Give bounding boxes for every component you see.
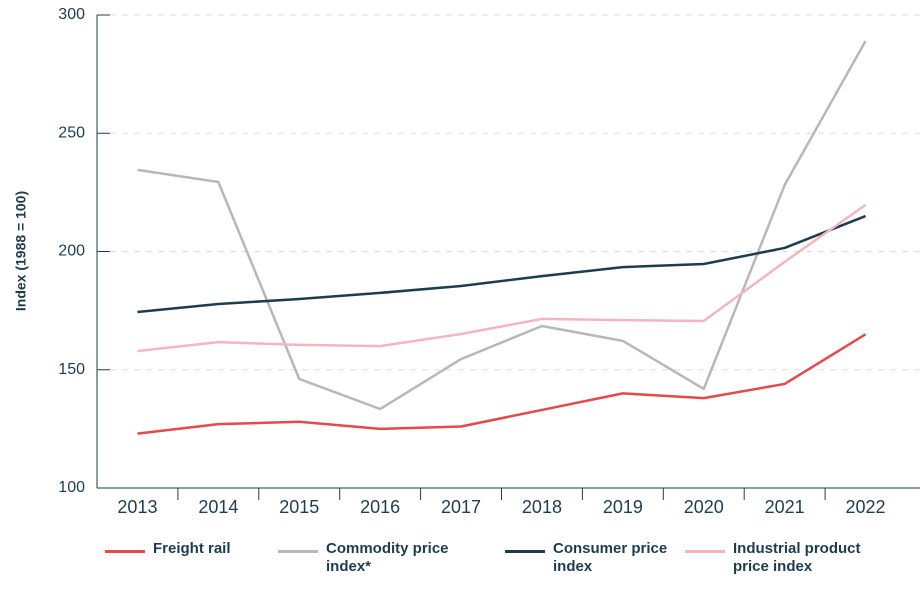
legend-swatch [685, 550, 725, 553]
y-tick-label: 100 [58, 479, 85, 496]
legend-item: Industrial product price index [685, 540, 873, 576]
y-tick-label: 150 [58, 361, 85, 378]
legend-label: Consumer price index [553, 540, 668, 575]
y-axis-label: Index (1988 = 100) [13, 191, 29, 311]
x-tick-label: 2016 [360, 497, 400, 517]
x-tick-label: 2019 [603, 497, 643, 517]
legend-swatch [278, 550, 318, 553]
series-line [137, 40, 867, 411]
x-tick-label: 2020 [684, 497, 724, 517]
legend-label: Industrial product price index [733, 540, 861, 575]
x-tick-label: 2013 [117, 497, 157, 517]
x-tick-label: 2022 [846, 497, 886, 517]
x-tick-label: 2017 [441, 497, 481, 517]
legend-swatch [505, 550, 545, 553]
legend-item: Freight rail [105, 540, 293, 558]
legend-swatch [105, 550, 145, 553]
legend-label: Commodity price index* [326, 540, 449, 575]
legend-item: Commodity price index* [278, 540, 466, 576]
x-tick-label: 2014 [198, 497, 238, 517]
y-tick-label: 250 [58, 124, 85, 141]
x-tick-label: 2018 [522, 497, 562, 517]
legend-label: Freight rail [153, 540, 231, 557]
legend-item: Consumer price index [505, 540, 693, 576]
x-tick-label: 2021 [765, 497, 805, 517]
series-line [137, 203, 867, 353]
x-tick-label: 2015 [279, 497, 319, 517]
series-line [137, 333, 867, 435]
y-tick-label: 300 [58, 6, 85, 23]
y-tick-label: 200 [58, 243, 85, 260]
series-line [137, 214, 867, 314]
